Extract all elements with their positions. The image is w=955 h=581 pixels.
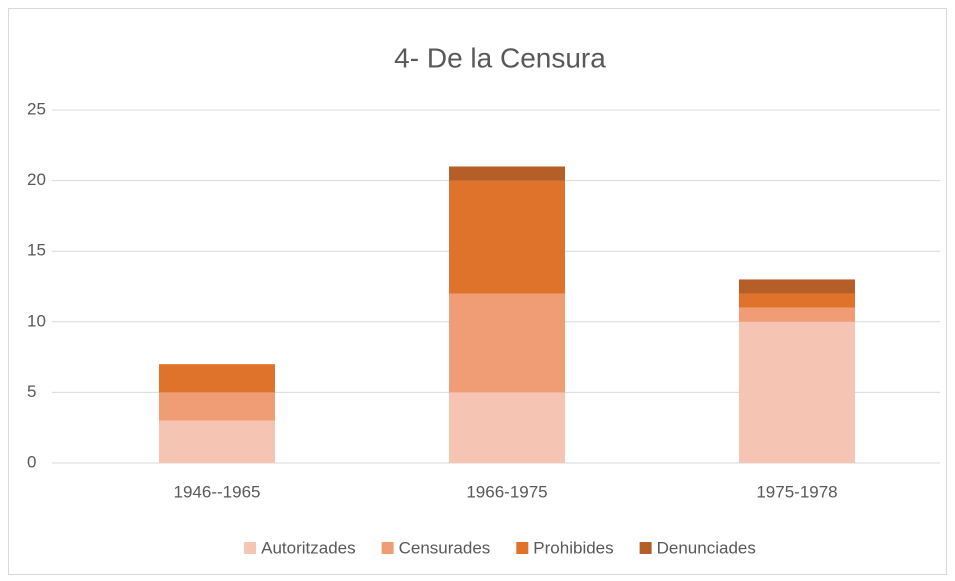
bar-segment (739, 279, 855, 294)
legend-swatch (381, 542, 394, 554)
bar-segment (159, 392, 275, 421)
legend-label: Censurades (399, 538, 491, 557)
legend-label: Denunciades (657, 538, 756, 557)
legend-label: Autoritzades (261, 538, 356, 557)
bar-segment (449, 166, 565, 181)
chart-title: 4- De la Censura (394, 42, 606, 73)
bar-segment (739, 307, 855, 322)
y-tick-label: 5 (27, 382, 36, 401)
legend-swatch (244, 542, 257, 554)
x-tick-label: 1975-1978 (756, 482, 837, 501)
bar-segment (449, 293, 565, 393)
legend-label: Prohibides (533, 538, 613, 557)
x-tick-label: 1946--1965 (174, 482, 261, 501)
bar-segment (449, 392, 565, 463)
y-tick-label: 10 (27, 311, 46, 330)
legend-swatch (639, 542, 652, 554)
bar-segment (739, 293, 855, 308)
y-tick-label: 0 (27, 452, 36, 471)
bar-segment (449, 180, 565, 294)
x-tick-label: 1966-1975 (466, 482, 547, 501)
y-tick-label: 20 (27, 170, 46, 189)
legend-swatch (516, 542, 529, 554)
y-tick-label: 15 (27, 241, 46, 260)
bar-segment (739, 321, 855, 463)
bar-segment (159, 420, 275, 463)
y-tick-label: 25 (27, 99, 46, 118)
bar-segment (159, 364, 275, 393)
